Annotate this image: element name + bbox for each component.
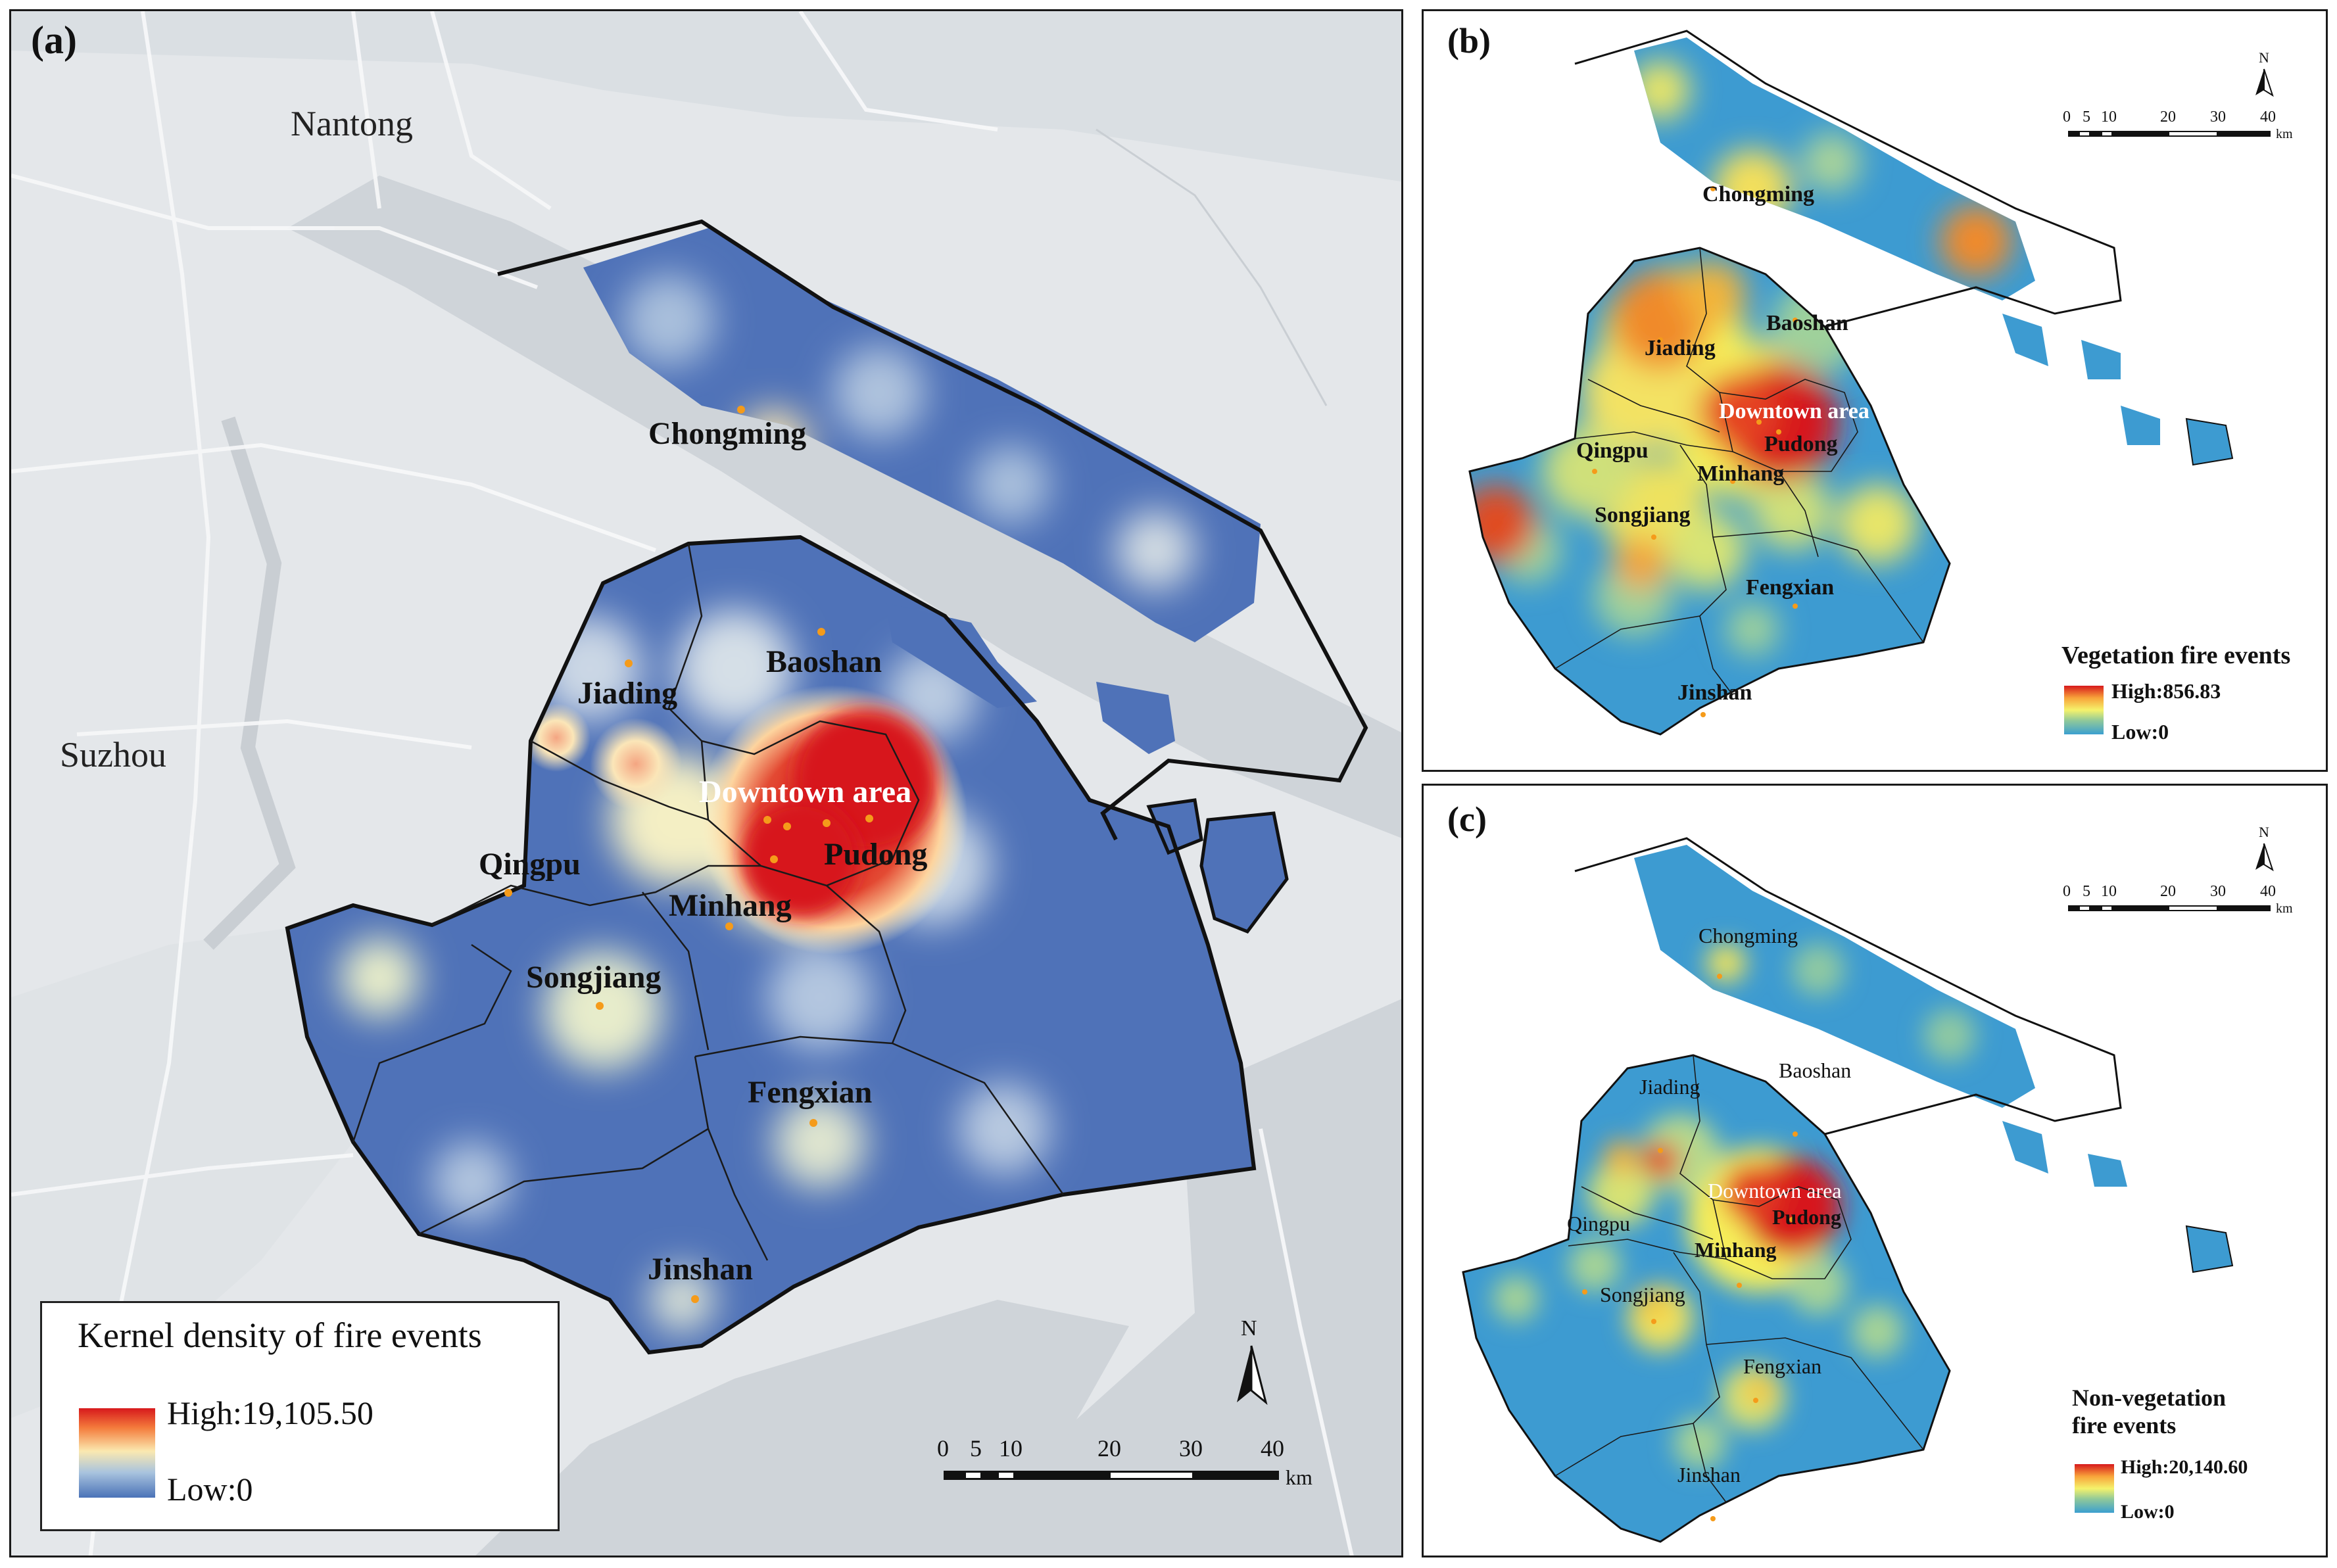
district-label-baoshan-b: Baoshan xyxy=(1766,311,1848,335)
scale-tick-b-10: 10 xyxy=(2101,108,2117,126)
district-label-qingpu-c: Qingpu xyxy=(1567,1212,1630,1235)
panel-b-vegetation-fire-map: (b) Chongming Baoshan Jiading Downtown a… xyxy=(1422,9,2328,772)
scale-tick-c-10: 10 xyxy=(2101,883,2117,900)
district-label-qingpu-b: Qingpu xyxy=(1576,439,1649,463)
scale-bar-a xyxy=(944,1471,1279,1480)
district-label-baoshan-c: Baoshan xyxy=(1779,1058,1852,1082)
legend-c-title-line2: fire events xyxy=(2072,1412,2177,1438)
legend-a-high: High:19,105.50 xyxy=(167,1394,373,1431)
district-label-minhang-c: Minhang xyxy=(1695,1238,1777,1262)
north-label-b: N xyxy=(2259,49,2269,66)
north-arrow-icon xyxy=(2255,843,2274,872)
panel-c-map-canvas xyxy=(1462,837,2274,1543)
legend-a-title: Kernel density of fire events xyxy=(78,1316,482,1355)
legend-a-low: Low:0 xyxy=(167,1471,253,1508)
district-label-jinshan: Jinshan xyxy=(648,1252,754,1287)
legend-c-low: Low:0 xyxy=(2121,1501,2175,1523)
scale-bar-c xyxy=(2068,905,2271,911)
district-label-jinshan-c: Jinshan xyxy=(1677,1463,1741,1486)
district-label-pudong: Pudong xyxy=(824,837,928,872)
panel-a-fire-density-map: (a) Nantong Suzhou Chongming Baoshan Jia… xyxy=(9,9,1403,1557)
district-label-songjiang: Songjiang xyxy=(526,960,662,995)
legend-b-title: Vegetation fire events xyxy=(2061,642,2291,669)
panel-label-c: (c) xyxy=(1447,799,1487,839)
scale-unit-a: km xyxy=(1286,1465,1313,1489)
district-label-jiading-c: Jiading xyxy=(1639,1075,1700,1099)
legend-b-low: Low:0 xyxy=(2111,720,2169,744)
district-label-downtown-b: Downtown area xyxy=(1719,399,1869,423)
scale-tick-c-0: 0 xyxy=(2063,883,2071,900)
legend-a-color-ramp xyxy=(79,1408,155,1498)
district-label-minhang-b: Minhang xyxy=(1697,462,1785,486)
panel-label-a: (a) xyxy=(31,18,77,62)
district-label-chongming-b: Chongming xyxy=(1702,182,1815,206)
scale-tick-b-5: 5 xyxy=(2083,108,2090,126)
north-arrow-icon xyxy=(2255,68,2274,97)
legend-b-color-ramp xyxy=(2064,686,2104,734)
panel-c-non-vegetation-fire-map: (c) Chongming Baoshan Jiading Downtown a… xyxy=(1422,784,2328,1557)
scale-tick-b-40: 40 xyxy=(2260,108,2276,126)
district-label-songjiang-c: Songjiang xyxy=(1600,1283,1685,1306)
district-label-downtown: Downtown area xyxy=(699,774,912,809)
district-label-downtown-c: Downtown area xyxy=(1708,1179,1842,1202)
legend-a: Kernel density of fire events High:19,10… xyxy=(40,1301,560,1531)
scale-tick-c-5: 5 xyxy=(2083,883,2090,900)
district-label-songjiang-b: Songjiang xyxy=(1595,503,1691,527)
scale-tick-a-0: 0 xyxy=(937,1435,949,1461)
district-label-baoshan: Baoshan xyxy=(766,644,882,679)
north-label-a: N xyxy=(1241,1316,1257,1341)
legend-b-high: High:856.83 xyxy=(2111,679,2221,703)
district-label-fengxian-c: Fengxian xyxy=(1743,1354,1822,1378)
district-label-pudong-b: Pudong xyxy=(1764,432,1838,456)
north-arrow-icon xyxy=(1237,1345,1268,1406)
north-label-c: N xyxy=(2259,824,2269,840)
city-label-suzhou: Suzhou xyxy=(60,735,166,774)
scale-unit-b: km xyxy=(2276,127,2293,141)
district-label-chongming-c: Chongming xyxy=(1699,924,1798,947)
scale-unit-c: km xyxy=(2276,901,2293,916)
scale-tick-c-40: 40 xyxy=(2260,883,2276,900)
district-label-jiading: Jiading xyxy=(577,676,678,711)
district-label-jinshan-b: Jinshan xyxy=(1677,680,1752,705)
district-label-pudong-c: Pudong xyxy=(1772,1205,1841,1229)
legend-c-color-ramp xyxy=(2075,1464,2114,1513)
scale-bar-b xyxy=(2068,131,2271,137)
scale-tick-a-5: 5 xyxy=(970,1435,982,1461)
scale-tick-a-20: 20 xyxy=(1097,1435,1121,1461)
district-label-chongming: Chongming xyxy=(648,416,807,451)
district-label-qingpu: Qingpu xyxy=(479,847,581,882)
scale-tick-a-30: 30 xyxy=(1179,1435,1203,1461)
scale-tick-a-10: 10 xyxy=(999,1435,1023,1461)
district-label-fengxian: Fengxian xyxy=(748,1075,873,1110)
panel-b-map-canvas xyxy=(1468,30,2274,736)
city-label-nantong: Nantong xyxy=(291,104,413,143)
district-label-jiading-b: Jiading xyxy=(1645,336,1716,360)
scale-tick-a-40: 40 xyxy=(1261,1435,1284,1461)
panel-a-map-canvas xyxy=(11,11,1401,1556)
scale-tick-b-30: 30 xyxy=(2210,108,2226,126)
legend-c-title-line1: Non-vegetation xyxy=(2072,1385,2226,1411)
scale-tick-c-30: 30 xyxy=(2210,883,2226,900)
scale-tick-b-20: 20 xyxy=(2160,108,2176,126)
district-label-minhang: Minhang xyxy=(669,888,792,923)
scale-tick-b-0: 0 xyxy=(2063,108,2071,126)
scale-tick-c-20: 20 xyxy=(2160,883,2176,900)
legend-c-high: High:20,140.60 xyxy=(2121,1456,2248,1478)
panel-label-b: (b) xyxy=(1447,21,1491,60)
district-label-fengxian-b: Fengxian xyxy=(1746,575,1835,600)
